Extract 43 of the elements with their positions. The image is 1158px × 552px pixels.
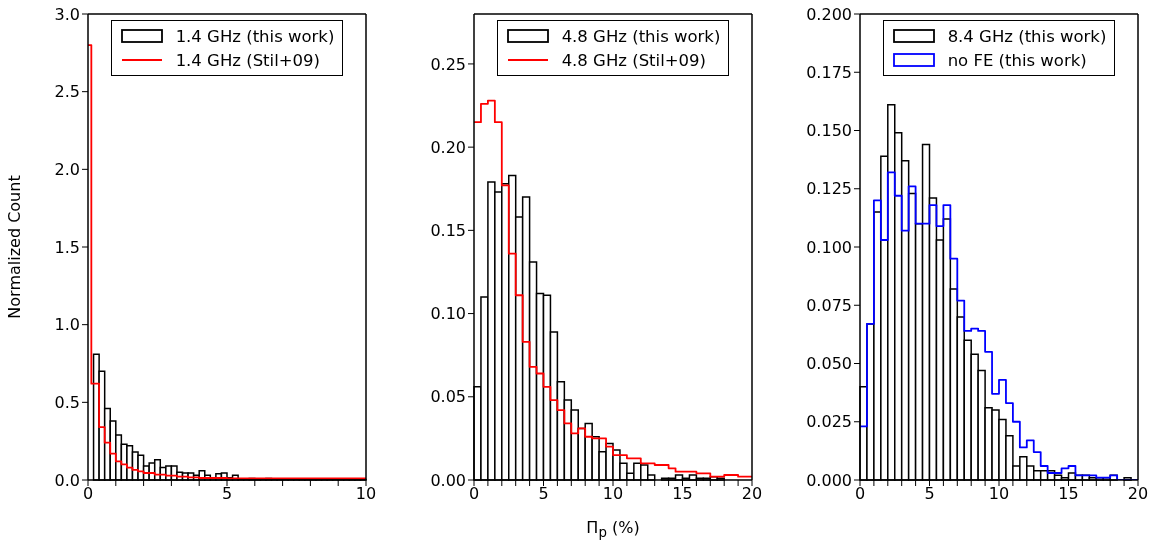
y-tick-label: 0.100 (806, 237, 852, 257)
y-tick-label: 0.00 (430, 470, 466, 490)
x-tick-label: 10 (602, 484, 624, 504)
legend-label: 1.4 GHz (this work) (175, 26, 335, 46)
y-tick-label: 3.0 (54, 4, 80, 24)
x-tick-label: 5 (538, 484, 549, 504)
y-tick-label: 0.15 (430, 221, 466, 241)
y-tick-label: 0.5 (54, 393, 80, 413)
y-tick-label: 0.000 (806, 470, 852, 490)
legend-label: 8.4 GHz (this work) (947, 26, 1107, 46)
y-tick-label: 1.5 (54, 237, 80, 257)
legend-label: 1.4 GHz (Stil+09) (175, 50, 321, 70)
x-tick-label: 0 (468, 484, 480, 504)
x-axis-title: Π$_{p}$ (%) (585, 518, 641, 541)
x-tick-label: 15 (1058, 484, 1079, 504)
y-tick-label: 2.0 (54, 160, 80, 180)
legend-label: 4.8 GHz (Stil+09) (561, 50, 707, 70)
x-tick-label: 15 (672, 484, 693, 504)
y-tick-label: 0.10 (430, 304, 466, 324)
legend-label: no FE (this work) (947, 50, 1087, 70)
x-tick-label: 0 (82, 484, 94, 504)
y-tick-label: 0.25 (430, 54, 466, 74)
y-tick-label: 0.175 (806, 62, 852, 82)
x-tick-label: 5 (924, 484, 935, 504)
y-tick-label: 2.5 (54, 82, 80, 102)
y-tick-label: 0.075 (806, 295, 852, 315)
y-tick-label: 0.050 (806, 354, 852, 374)
y-tick-label: 0.200 (806, 4, 852, 24)
y-tick-label: 0.125 (806, 179, 852, 199)
y-tick-label: 0.150 (806, 121, 852, 141)
y-axis-title: Normalized Count (4, 175, 24, 319)
x-tick-label: 20 (741, 484, 763, 504)
x-tick-label: 10 (988, 484, 1010, 504)
x-tick-label: 5 (221, 484, 233, 504)
legend-label: 4.8 GHz (this work) (561, 26, 721, 46)
y-tick-label: 0.20 (430, 137, 466, 157)
x-tick-label: 10 (355, 484, 377, 504)
x-tick-label: 20 (1127, 484, 1149, 504)
y-tick-label: 1.0 (54, 315, 80, 335)
y-tick-label: 0.025 (806, 412, 852, 432)
y-tick-label: 0.05 (430, 387, 466, 407)
x-tick-label: 0 (854, 484, 866, 504)
y-tick-label: 0.0 (54, 470, 80, 490)
